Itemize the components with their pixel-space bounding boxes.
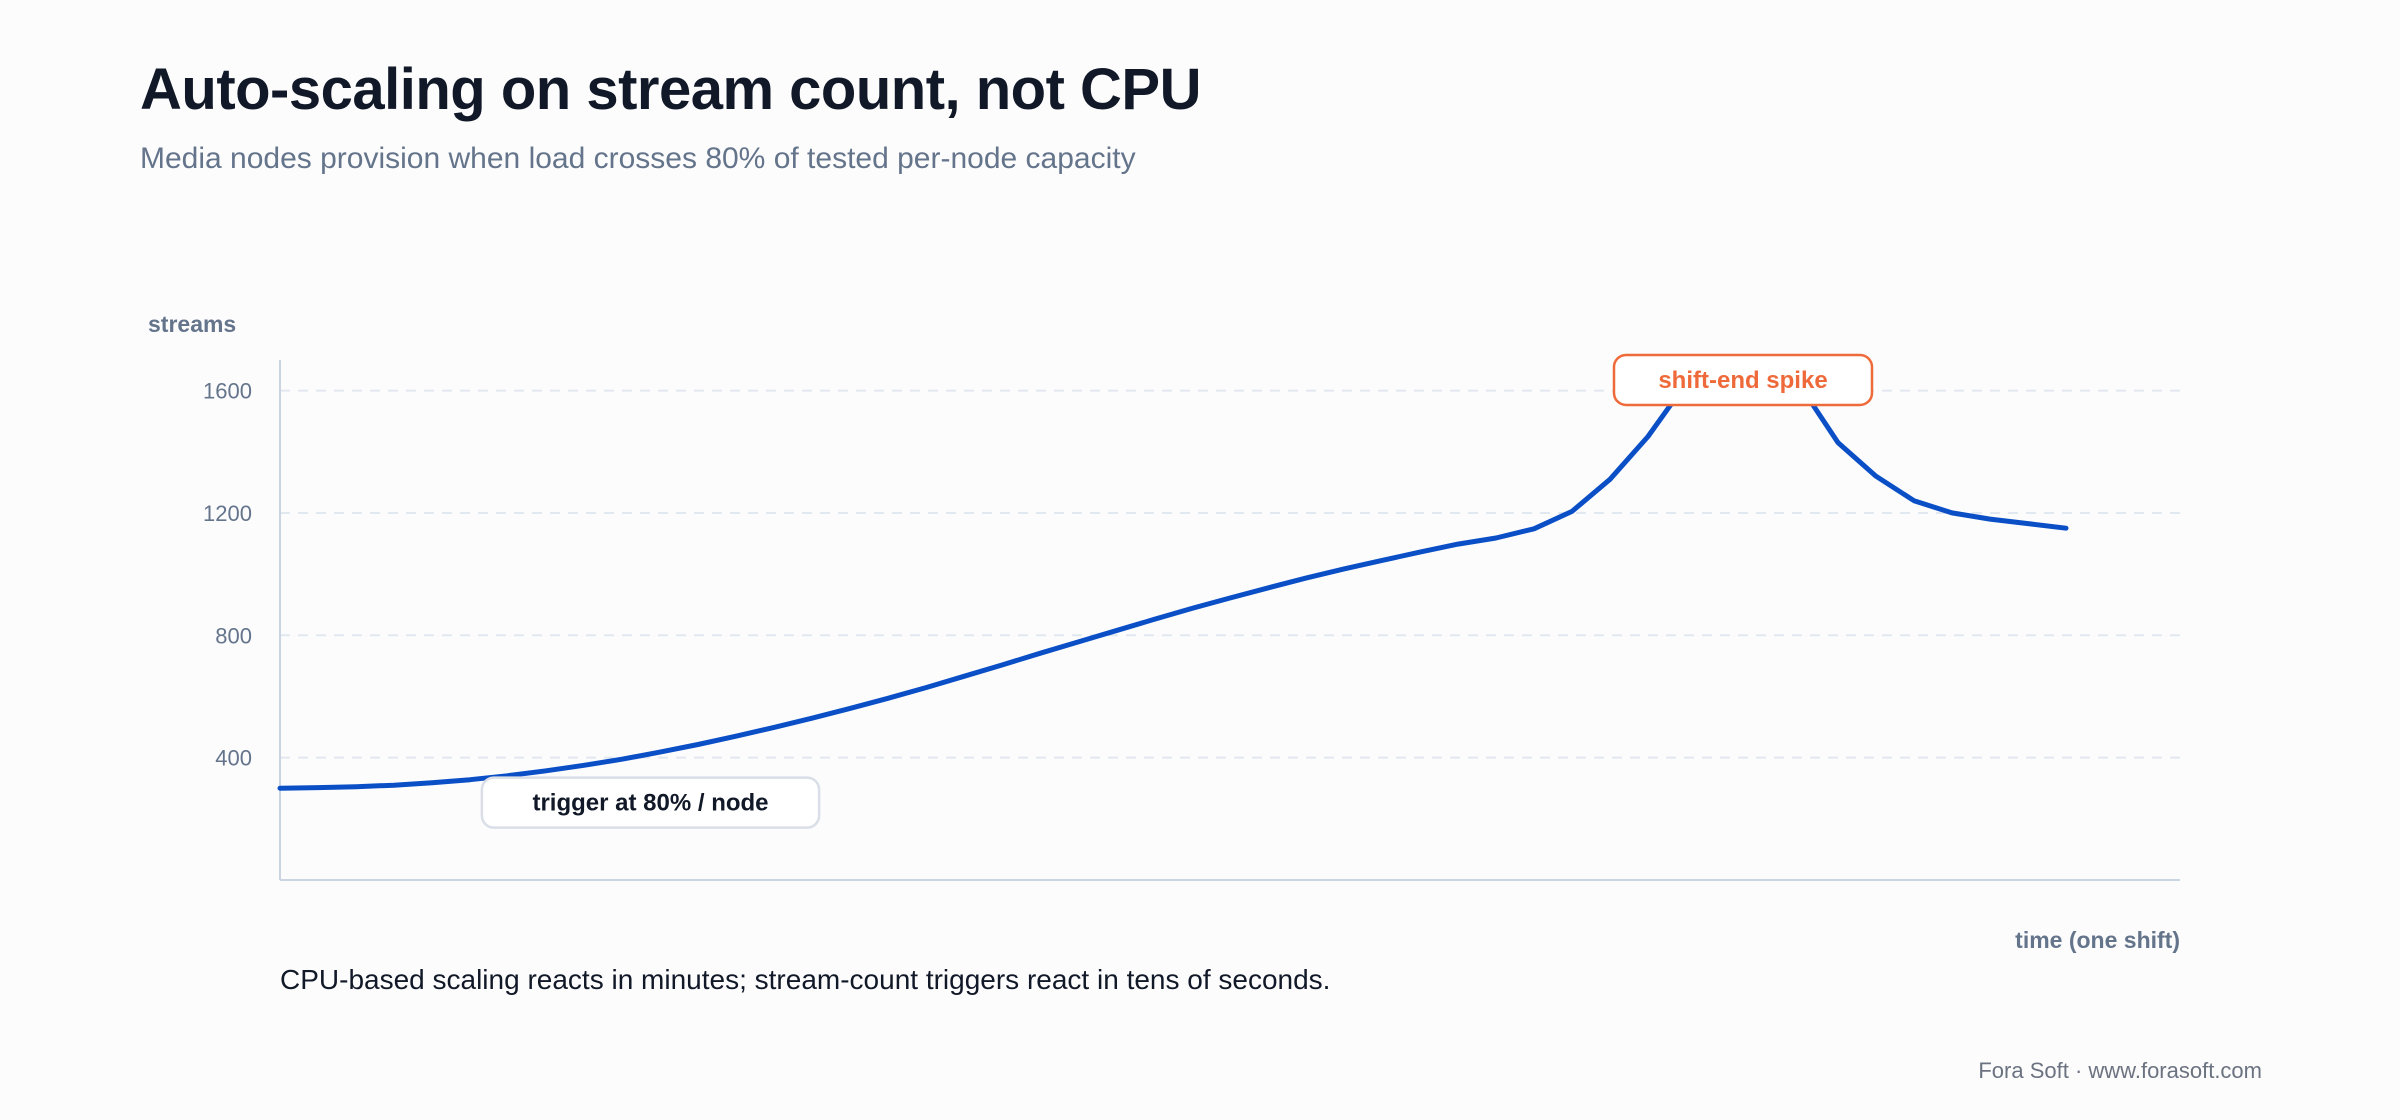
annotation-label: shift-end spike <box>1658 367 1827 394</box>
annotations: trigger at 80% / node shift-end spike <box>480 353 1874 829</box>
series-line <box>277 354 2069 791</box>
y-tick-label: 400 <box>215 746 252 771</box>
gridlines <box>280 389 2180 759</box>
annotation-box <box>1612 353 1874 407</box>
chart-title: Auto-scaling on stream count, not CPU <box>140 57 1202 122</box>
annotation-trigger: trigger at 80% / node <box>480 776 821 829</box>
y-tick-label: 1200 <box>203 501 252 526</box>
annotation-label: trigger at 80% / node <box>532 790 768 817</box>
annotation-spike: shift-end spike <box>1612 353 1874 407</box>
y-tick-label: 1600 <box>203 379 252 404</box>
y-axis-label: streams <box>148 311 236 337</box>
chart-subtitle: Media nodes provision when load crosses … <box>140 142 1136 175</box>
credit: Fora Soft · www.forasoft.com <box>1978 1058 2262 1083</box>
y-tick-label: 800 <box>215 623 252 648</box>
footnote: CPU-based scaling reacts in minutes; str… <box>280 964 1331 995</box>
y-tick-labels: 400 800 1200 1600 <box>203 379 252 771</box>
x-axis-label: time (one shift) <box>2015 927 2180 953</box>
annotation-box <box>480 776 821 829</box>
